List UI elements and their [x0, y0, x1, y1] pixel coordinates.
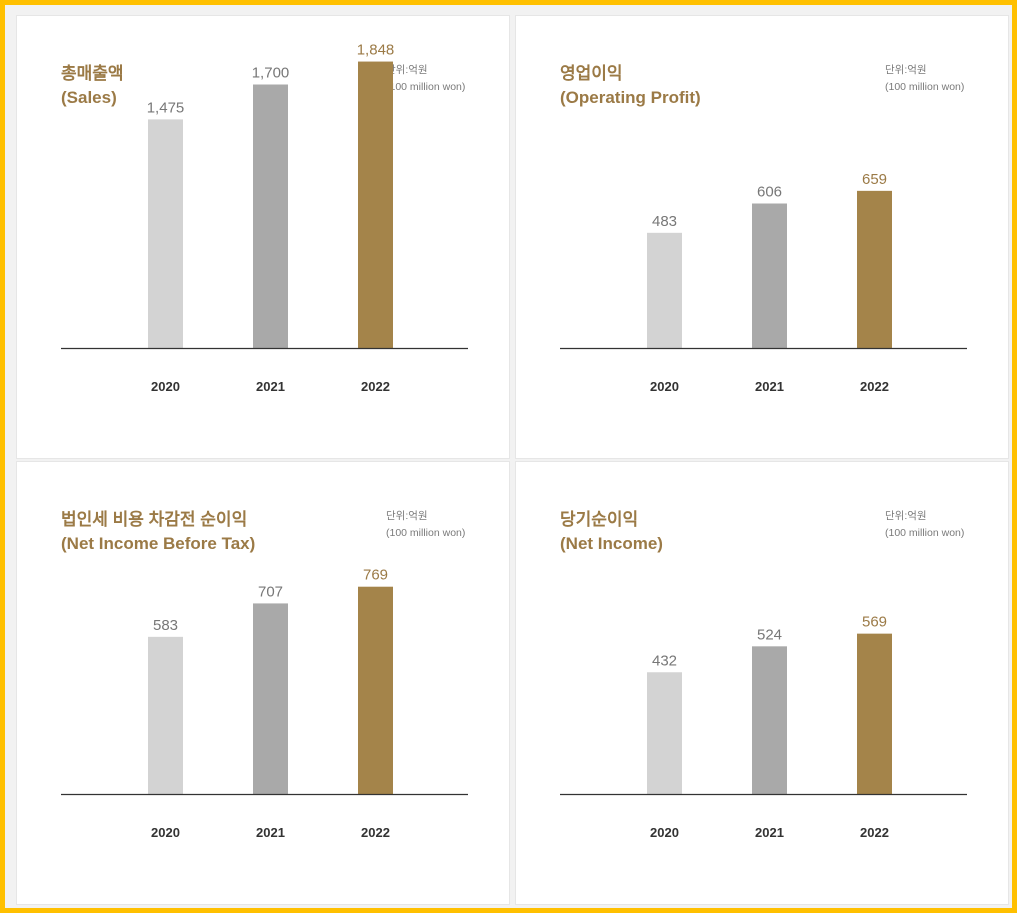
category-label-2022: 2022 [361, 825, 390, 840]
chart-title-english: (Operating Profit) [560, 88, 701, 107]
category-label-2022: 2022 [860, 379, 889, 394]
category-label-2020: 2020 [151, 379, 180, 394]
category-label-2021: 2021 [256, 379, 285, 394]
bar-2022 [358, 61, 393, 349]
unit-label-english: (100 million won) [386, 81, 466, 93]
unit-label-english: (100 million won) [885, 527, 965, 539]
chart-title: 영업이익 (Operating Profit) [560, 62, 701, 110]
unit-label-korean: 단위:억원 [885, 64, 927, 76]
bar-2020 [647, 672, 682, 794]
unit-label-english: (100 million won) [386, 527, 466, 539]
net-income-before-tax-chart-panel: 법인세 비용 차감전 순이익 (Net Income Before Tax) 단… [16, 461, 510, 905]
bar-2022 [857, 633, 892, 794]
bar-2021 [253, 84, 288, 348]
bar-2020 [647, 232, 682, 348]
value-label-2022: 769 [363, 567, 388, 584]
category-label-2020: 2020 [151, 825, 180, 840]
unit-label: 단위:억원 (100 million won) [386, 508, 465, 542]
value-label-2020: 432 [652, 652, 677, 669]
bar-2020 [148, 636, 183, 794]
bar-2022 [857, 190, 892, 348]
unit-label: 단위:억원 (100 million won) [386, 62, 465, 96]
value-label-2020: 583 [153, 617, 178, 634]
chart-title-korean: 영업이익 [560, 64, 623, 83]
value-label-2021: 606 [757, 183, 782, 200]
value-label-2021: 1,700 [252, 65, 290, 82]
value-label-2022: 1,848 [357, 42, 395, 59]
unit-label-korean: 단위:억원 [885, 510, 927, 522]
category-label-2021: 2021 [755, 379, 784, 394]
net-income-bar-chart: 432 2020 524 2021 569 2022 [560, 614, 967, 840]
unit-label-korean: 단위:억원 [386, 510, 428, 522]
unit-label-english: (100 million won) [885, 81, 965, 93]
value-label-2021: 524 [757, 626, 782, 643]
chart-title: 총매출액 (Sales) [61, 62, 124, 110]
chart-title-korean: 당기순이익 [560, 510, 639, 529]
category-label-2020: 2020 [650, 379, 679, 394]
net-income-chart-panel: 당기순이익 (Net Income) 단위:억원 (100 million wo… [515, 461, 1009, 905]
chart-title: 당기순이익 (Net Income) [560, 508, 663, 556]
category-label-2021: 2021 [256, 825, 285, 840]
value-label-2020: 1,475 [147, 99, 185, 116]
category-label-2022: 2022 [860, 825, 889, 840]
category-label-2021: 2021 [755, 825, 784, 840]
bar-2021 [752, 203, 787, 348]
net-income-before-tax-bar-chart: 583 2020 707 2021 769 2022 [61, 567, 468, 840]
unit-label-korean: 단위:억원 [386, 64, 428, 76]
operating-profit-bar-chart: 483 2020 606 2021 659 2022 [560, 171, 967, 394]
bar-2022 [358, 586, 393, 794]
bar-2020 [148, 119, 183, 348]
unit-label: 단위:억원 (100 million won) [885, 508, 964, 542]
chart-title: 법인세 비용 차감전 순이익 (Net Income Before Tax) [61, 508, 255, 556]
sales-bar-chart: 1,475 2020 1,700 2021 1,848 2022 [61, 42, 468, 394]
chart-title-english: (Net Income) [560, 534, 663, 553]
category-label-2022: 2022 [361, 379, 390, 394]
value-label-2020: 483 [652, 213, 677, 230]
chart-title-english: (Sales) [61, 88, 117, 107]
chart-title-korean: 총매출액 [61, 64, 124, 83]
chart-title-english: (Net Income Before Tax) [61, 534, 256, 553]
bar-2021 [253, 603, 288, 794]
bar-2021 [752, 646, 787, 794]
chart-title-korean: 법인세 비용 차감전 순이익 [61, 510, 248, 529]
value-label-2022: 569 [862, 614, 887, 631]
category-label-2020: 2020 [650, 825, 679, 840]
operating-profit-chart-panel: 영업이익 (Operating Profit) 단위:억원 (100 milli… [515, 15, 1009, 459]
value-label-2021: 707 [258, 583, 283, 600]
sales-chart-panel: 총매출액 (Sales) 단위:억원 (100 million won) 1,4… [16, 15, 510, 459]
value-label-2022: 659 [862, 171, 887, 188]
unit-label: 단위:억원 (100 million won) [885, 62, 964, 96]
